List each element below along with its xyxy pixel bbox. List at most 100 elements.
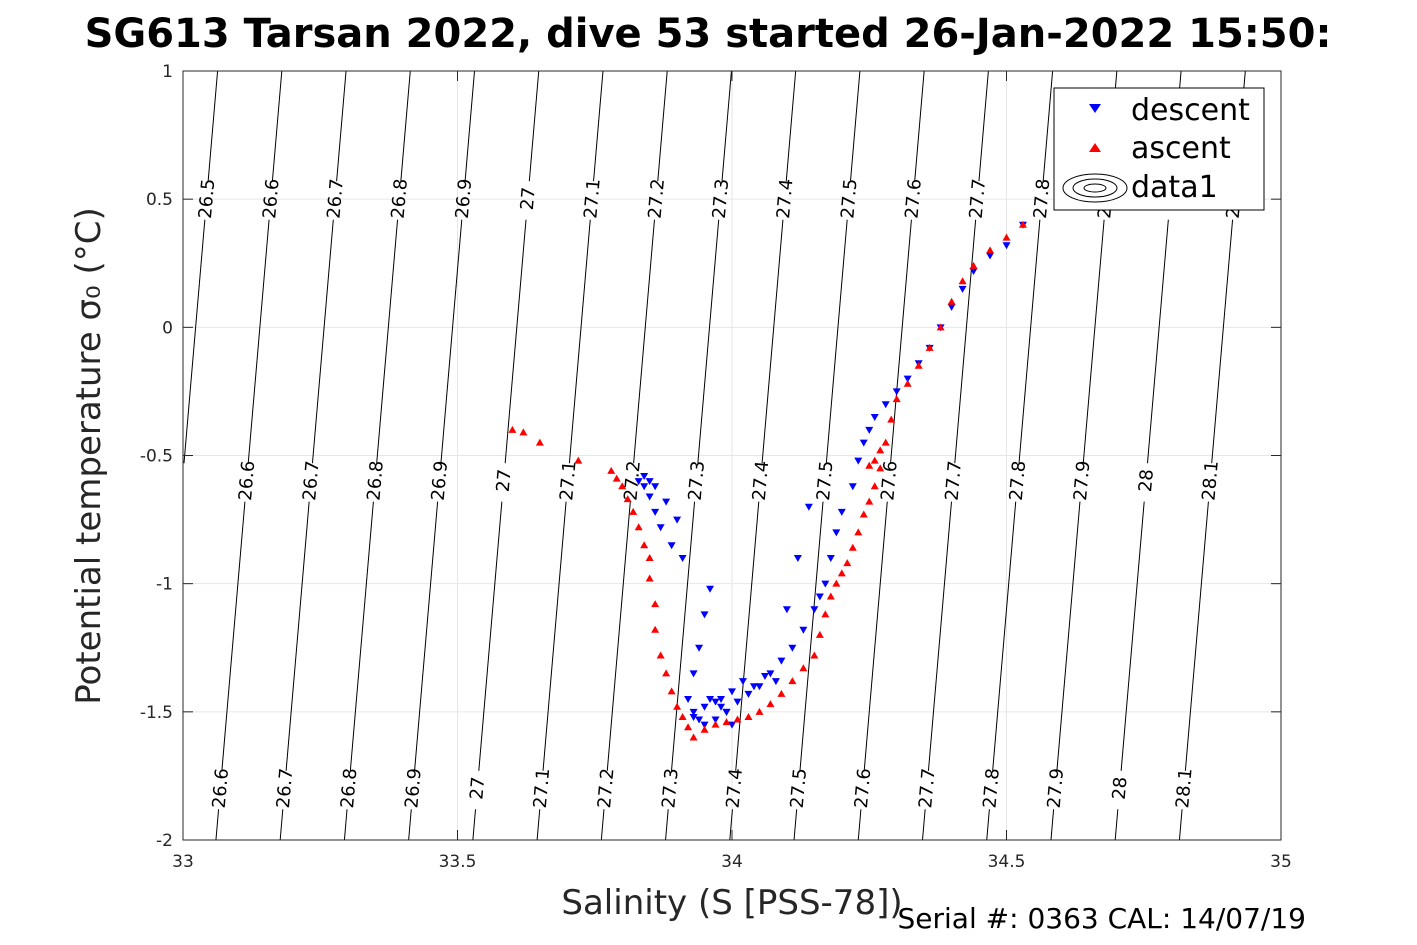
descent-point <box>782 606 791 614</box>
descent-point <box>706 696 715 704</box>
ascent-point <box>854 528 863 536</box>
density-contour-line <box>414 501 439 771</box>
descent-point <box>711 716 720 724</box>
descent-point <box>760 672 769 680</box>
density-contour-label: 27.5 <box>837 178 861 220</box>
density-contour-line <box>665 809 669 841</box>
ascent-point <box>832 579 841 587</box>
descent-point <box>700 721 709 729</box>
density-contour-label: 27.6 <box>851 767 875 809</box>
descent-point <box>728 721 736 729</box>
descent-point <box>645 493 654 501</box>
density-contour-label: 28 <box>1109 776 1132 801</box>
ascent-point <box>673 702 682 710</box>
descent-point <box>744 690 753 698</box>
descent-point <box>865 426 874 434</box>
descent-point <box>799 626 808 634</box>
ascent-point <box>881 438 890 446</box>
ascent-point <box>914 361 923 369</box>
ascent-point <box>684 723 693 731</box>
density-contour-line <box>1056 501 1081 771</box>
descent-point <box>777 657 786 665</box>
ascent-point <box>887 415 896 423</box>
density-contour-line <box>914 70 925 182</box>
density-contour-line <box>1114 809 1119 841</box>
density-contour-line <box>825 219 848 464</box>
descent-point <box>881 401 890 409</box>
descent-point <box>749 683 758 691</box>
descent-point <box>958 285 967 293</box>
ascent-point <box>892 395 901 403</box>
density-contour-label: 26.8 <box>337 767 361 809</box>
ascent-point <box>958 277 967 285</box>
serial-cal-note: Serial #: 0363 CAL: 14/07/19 <box>898 902 1306 935</box>
descent-point <box>651 508 660 516</box>
x-tick-label: 34.5 <box>988 852 1026 872</box>
ascent-point <box>848 543 857 551</box>
ascent-point <box>903 379 912 387</box>
ascent-point <box>1018 220 1027 228</box>
y-tick-label: -0.5 <box>140 447 173 467</box>
density-contour-label: 27.8 <box>1030 178 1054 220</box>
density-contour-line <box>793 809 798 841</box>
density-contour-label: 27.4 <box>773 178 797 220</box>
density-contour-line <box>504 219 527 464</box>
density-contour-line <box>922 809 926 841</box>
descent-point <box>640 483 649 491</box>
descent-series <box>634 221 1027 729</box>
descent-point <box>717 703 726 711</box>
density-contour-line <box>311 219 334 464</box>
density-contour-label: 27.9 <box>1044 767 1068 809</box>
ascent-point <box>645 574 654 582</box>
ascent-point <box>865 461 874 469</box>
y-tick-label: 0.5 <box>146 190 173 210</box>
density-contour-label: 28 <box>1135 468 1158 493</box>
ascent-point <box>815 630 824 638</box>
density-contour-line <box>992 501 1017 771</box>
ascent-point <box>623 495 632 503</box>
descent-point <box>689 708 698 716</box>
density-contour-label: 27.1 <box>580 178 604 220</box>
ascent-point <box>651 625 660 633</box>
descent-point <box>810 606 819 614</box>
density-contour-label: 27.4 <box>723 767 747 809</box>
ascent-point <box>865 497 874 505</box>
ascent-point <box>777 689 786 697</box>
y-tick-label: -2 <box>156 831 173 851</box>
ascent-point <box>711 720 720 728</box>
density-contour-label: 27.7 <box>915 767 939 809</box>
descent-point <box>859 439 868 447</box>
ascent-point <box>810 651 819 659</box>
legend-data1-label: data1 <box>1131 170 1218 205</box>
ascent-point <box>629 507 638 515</box>
descent-point <box>755 683 764 691</box>
density-contour-line <box>761 219 784 464</box>
density-contour-label: 28.1 <box>1198 460 1222 502</box>
legend: descent ascent data1 <box>1053 87 1265 211</box>
descent-point <box>1002 242 1011 250</box>
ascent-point <box>799 664 808 672</box>
y-tick-label: -1 <box>156 575 173 595</box>
descent-point <box>903 375 912 383</box>
density-contour-line <box>1184 501 1209 771</box>
legend-contour-icon <box>1062 173 1128 203</box>
ascent-point <box>870 482 879 490</box>
ascent-point <box>843 559 852 567</box>
density-contour-line <box>593 70 604 182</box>
ascent-point <box>925 343 934 351</box>
density-contour-line <box>207 70 219 182</box>
descent-point <box>700 703 709 711</box>
descent-point <box>711 698 720 706</box>
legend-descent-label: descent <box>1131 93 1250 128</box>
density-contours: 26.5 26.6 26.6 26.6 26.7 26.7 26.7 26.8 26.8 26.8… <box>183 70 1247 841</box>
density-contour-line <box>785 70 797 182</box>
density-contour-line <box>343 809 348 841</box>
descent-point <box>793 555 802 563</box>
ascent-point <box>700 725 709 733</box>
density-contour-label: 27.7 <box>966 178 990 220</box>
density-contour-line <box>285 501 310 771</box>
density-contour-line <box>279 809 284 841</box>
descent-point <box>986 252 995 260</box>
density-contour-label: 27 <box>517 186 540 211</box>
